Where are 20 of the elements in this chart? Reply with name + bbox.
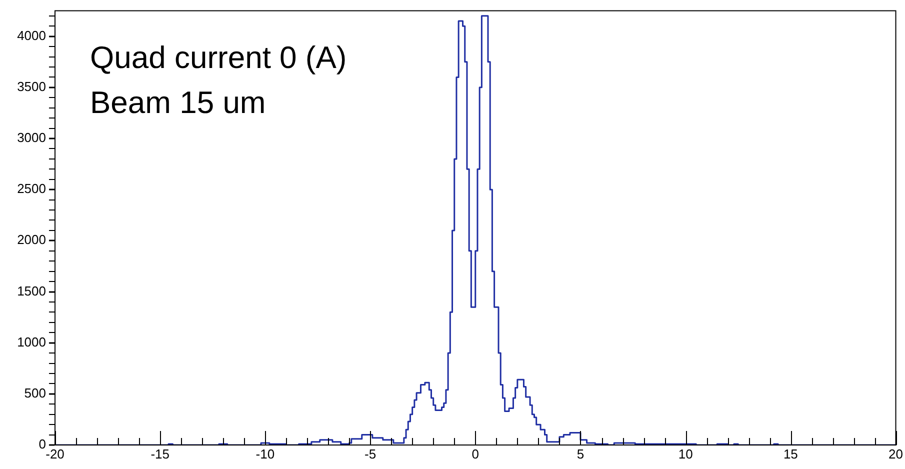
x-tick-label: -15 bbox=[150, 446, 170, 462]
y-tick-label: 1000 bbox=[17, 334, 46, 350]
y-tick-label: 3000 bbox=[17, 130, 46, 146]
x-tick-label: 0 bbox=[472, 446, 479, 462]
y-tick-label: 3500 bbox=[17, 79, 46, 94]
x-tick-label: 15 bbox=[783, 446, 798, 462]
y-tick-label: 0 bbox=[38, 436, 46, 452]
y-tick-label: 500 bbox=[24, 385, 46, 400]
y-tick-label: 2000 bbox=[17, 232, 46, 248]
y-tick-label: 1500 bbox=[17, 283, 46, 298]
x-tick-label: 5 bbox=[576, 446, 584, 462]
x-tick-label: 10 bbox=[678, 446, 693, 462]
annotation: Quad current 0 (A) bbox=[90, 40, 347, 75]
x-tick-label: -5 bbox=[364, 446, 376, 462]
annotation: Beam 15 um bbox=[90, 84, 266, 120]
y-tick-label: 2500 bbox=[17, 181, 46, 196]
y-tick-label: 4000 bbox=[17, 28, 46, 43]
x-tick-label: -10 bbox=[256, 446, 275, 462]
x-tick-label: -20 bbox=[46, 446, 64, 462]
x-tick-label: 20 bbox=[888, 446, 904, 462]
